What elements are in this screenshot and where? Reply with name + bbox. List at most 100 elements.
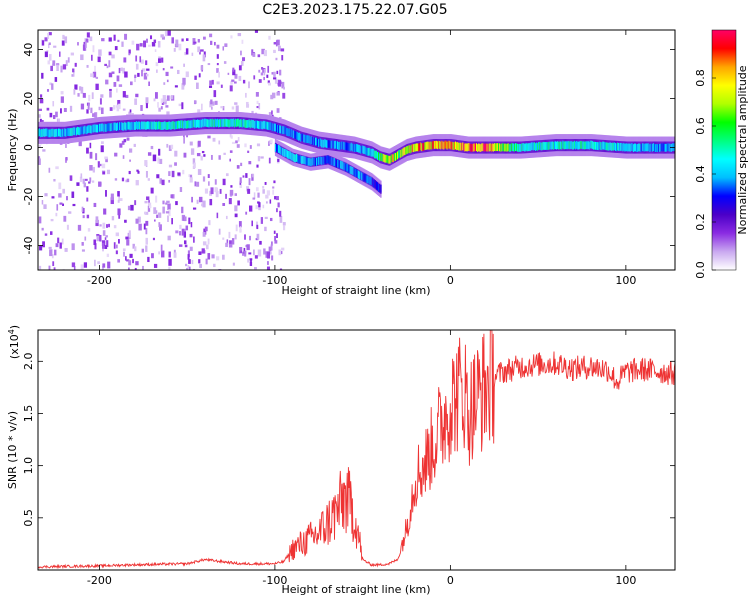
heatmap-noise-cell [279,210,282,217]
heatmap-cell [342,161,344,170]
heatmap-cell [227,119,229,127]
heatmap-noise-cell [162,206,165,214]
heatmap-cell [364,173,366,182]
y-tick-label: 0.5 [22,509,35,527]
heatmap-noise-cell [240,50,242,56]
heatmap-cell [511,143,514,152]
heatmap-noise-cell [41,227,44,231]
heatmap-noise-cell [116,88,118,93]
heatmap-noise-cell [52,60,56,66]
heatmap-cell [66,128,68,136]
heatmap-noise-cell [210,187,214,195]
heatmap-cell [187,120,189,129]
heatmap-cell [92,124,95,133]
heatmap-noise-cell [91,180,95,183]
heatmap-noise-cell [90,107,93,114]
heatmap-noise-cell [137,216,141,223]
heatmap-cell [438,140,440,149]
heatmap-noise-cell [62,188,66,194]
heatmap-noise-cell [162,95,166,102]
heatmap-noise-cell [244,143,247,148]
heatmap-noise-cell [118,239,120,244]
heatmap-noise-cell [86,186,89,192]
heatmap-noise-cell [116,75,120,82]
heatmap-noise-cell [57,118,60,122]
heatmap-cell [361,145,363,154]
heatmap-noise-cell [51,83,54,90]
heatmap-noise-cell [66,224,69,230]
heatmap-noise-cell [203,36,206,40]
heatmap-cell [605,142,607,151]
heatmap-cell [277,144,279,153]
heatmap-noise-cell [274,196,278,200]
heatmap-cell [178,120,180,129]
heatmap-noise-cell [263,248,266,255]
heatmap-cell [337,159,339,168]
heatmap-noise-cell [101,38,105,42]
heatmap-cell [581,141,583,149]
heatmap-noise-cell [71,262,76,268]
heatmap-cell [479,143,481,152]
heatmap-cell [118,123,120,132]
heatmap-cell [334,140,337,149]
heatmap-noise-cell [271,255,274,261]
heatmap-noise-cell [126,259,130,262]
heatmap-noise-cell [52,101,55,107]
heatmap-noise-cell [225,173,229,177]
heatmap-noise-cell [149,35,153,40]
heatmap-noise-cell [47,32,50,39]
heatmap-noise-cell [57,237,60,244]
heatmap-cell [238,118,240,127]
heatmap-noise-cell [83,262,88,268]
heatmap-noise-cell [100,107,104,115]
heatmap-noise-cell [117,99,121,107]
heatmap-noise-cell [122,248,126,252]
heatmap-cell [71,128,74,136]
heatmap-noise-cell [108,51,112,56]
heatmap-noise-cell [175,201,178,206]
heatmap-noise-cell [95,153,98,161]
heatmap-noise-cell [145,245,148,252]
heatmap-noise-cell [106,253,110,258]
heatmap-noise-cell [250,259,252,263]
heatmap-noise-cell [262,189,265,194]
heatmap-cell [539,141,541,150]
heatmap-cell [627,143,630,152]
heatmap-noise-cell [89,36,93,42]
heatmap-cell [527,143,529,152]
heatmap-cell [325,156,327,165]
heatmap-cell [419,142,421,151]
heatmap-cell [577,141,579,150]
heatmap-cell [202,118,204,127]
y-tick-label: 20 [22,92,35,106]
heatmap-noise-cell [266,266,270,270]
heatmap-noise-cell [128,230,131,238]
heatmap-noise-cell [135,93,139,98]
heatmap-cell [469,143,472,152]
heatmap-noise-cell [277,82,281,86]
heatmap-cell [99,123,101,132]
heatmap-noise-cell [95,83,99,90]
heatmap-noise-cell [107,261,111,269]
heatmap-noise-cell [118,67,121,74]
heatmap-cell [624,143,626,152]
heatmap-cell [329,140,332,149]
heatmap-noise-cell [71,191,75,198]
heatmap-noise-cell [276,208,278,213]
heatmap-cell [322,156,324,165]
heatmap-cell [181,120,183,129]
heatmap-cell [526,143,528,152]
heatmap-noise-cell [55,212,58,217]
snr-x-ticks: -200 -100 0 100 [87,330,636,587]
heatmap-noise-cell [241,39,244,44]
heatmap-cell [355,168,358,177]
heatmap-cell [52,128,55,137]
heatmap-noise-cell [257,192,260,198]
heatmap-cell [660,143,662,152]
heatmap-cell [308,135,310,144]
heatmap-cell [497,143,499,152]
heatmap-cell [293,130,296,139]
heatmap-noise-cell [158,58,161,63]
heatmap-cell [194,119,197,128]
heatmap-noise-cell [273,77,277,80]
